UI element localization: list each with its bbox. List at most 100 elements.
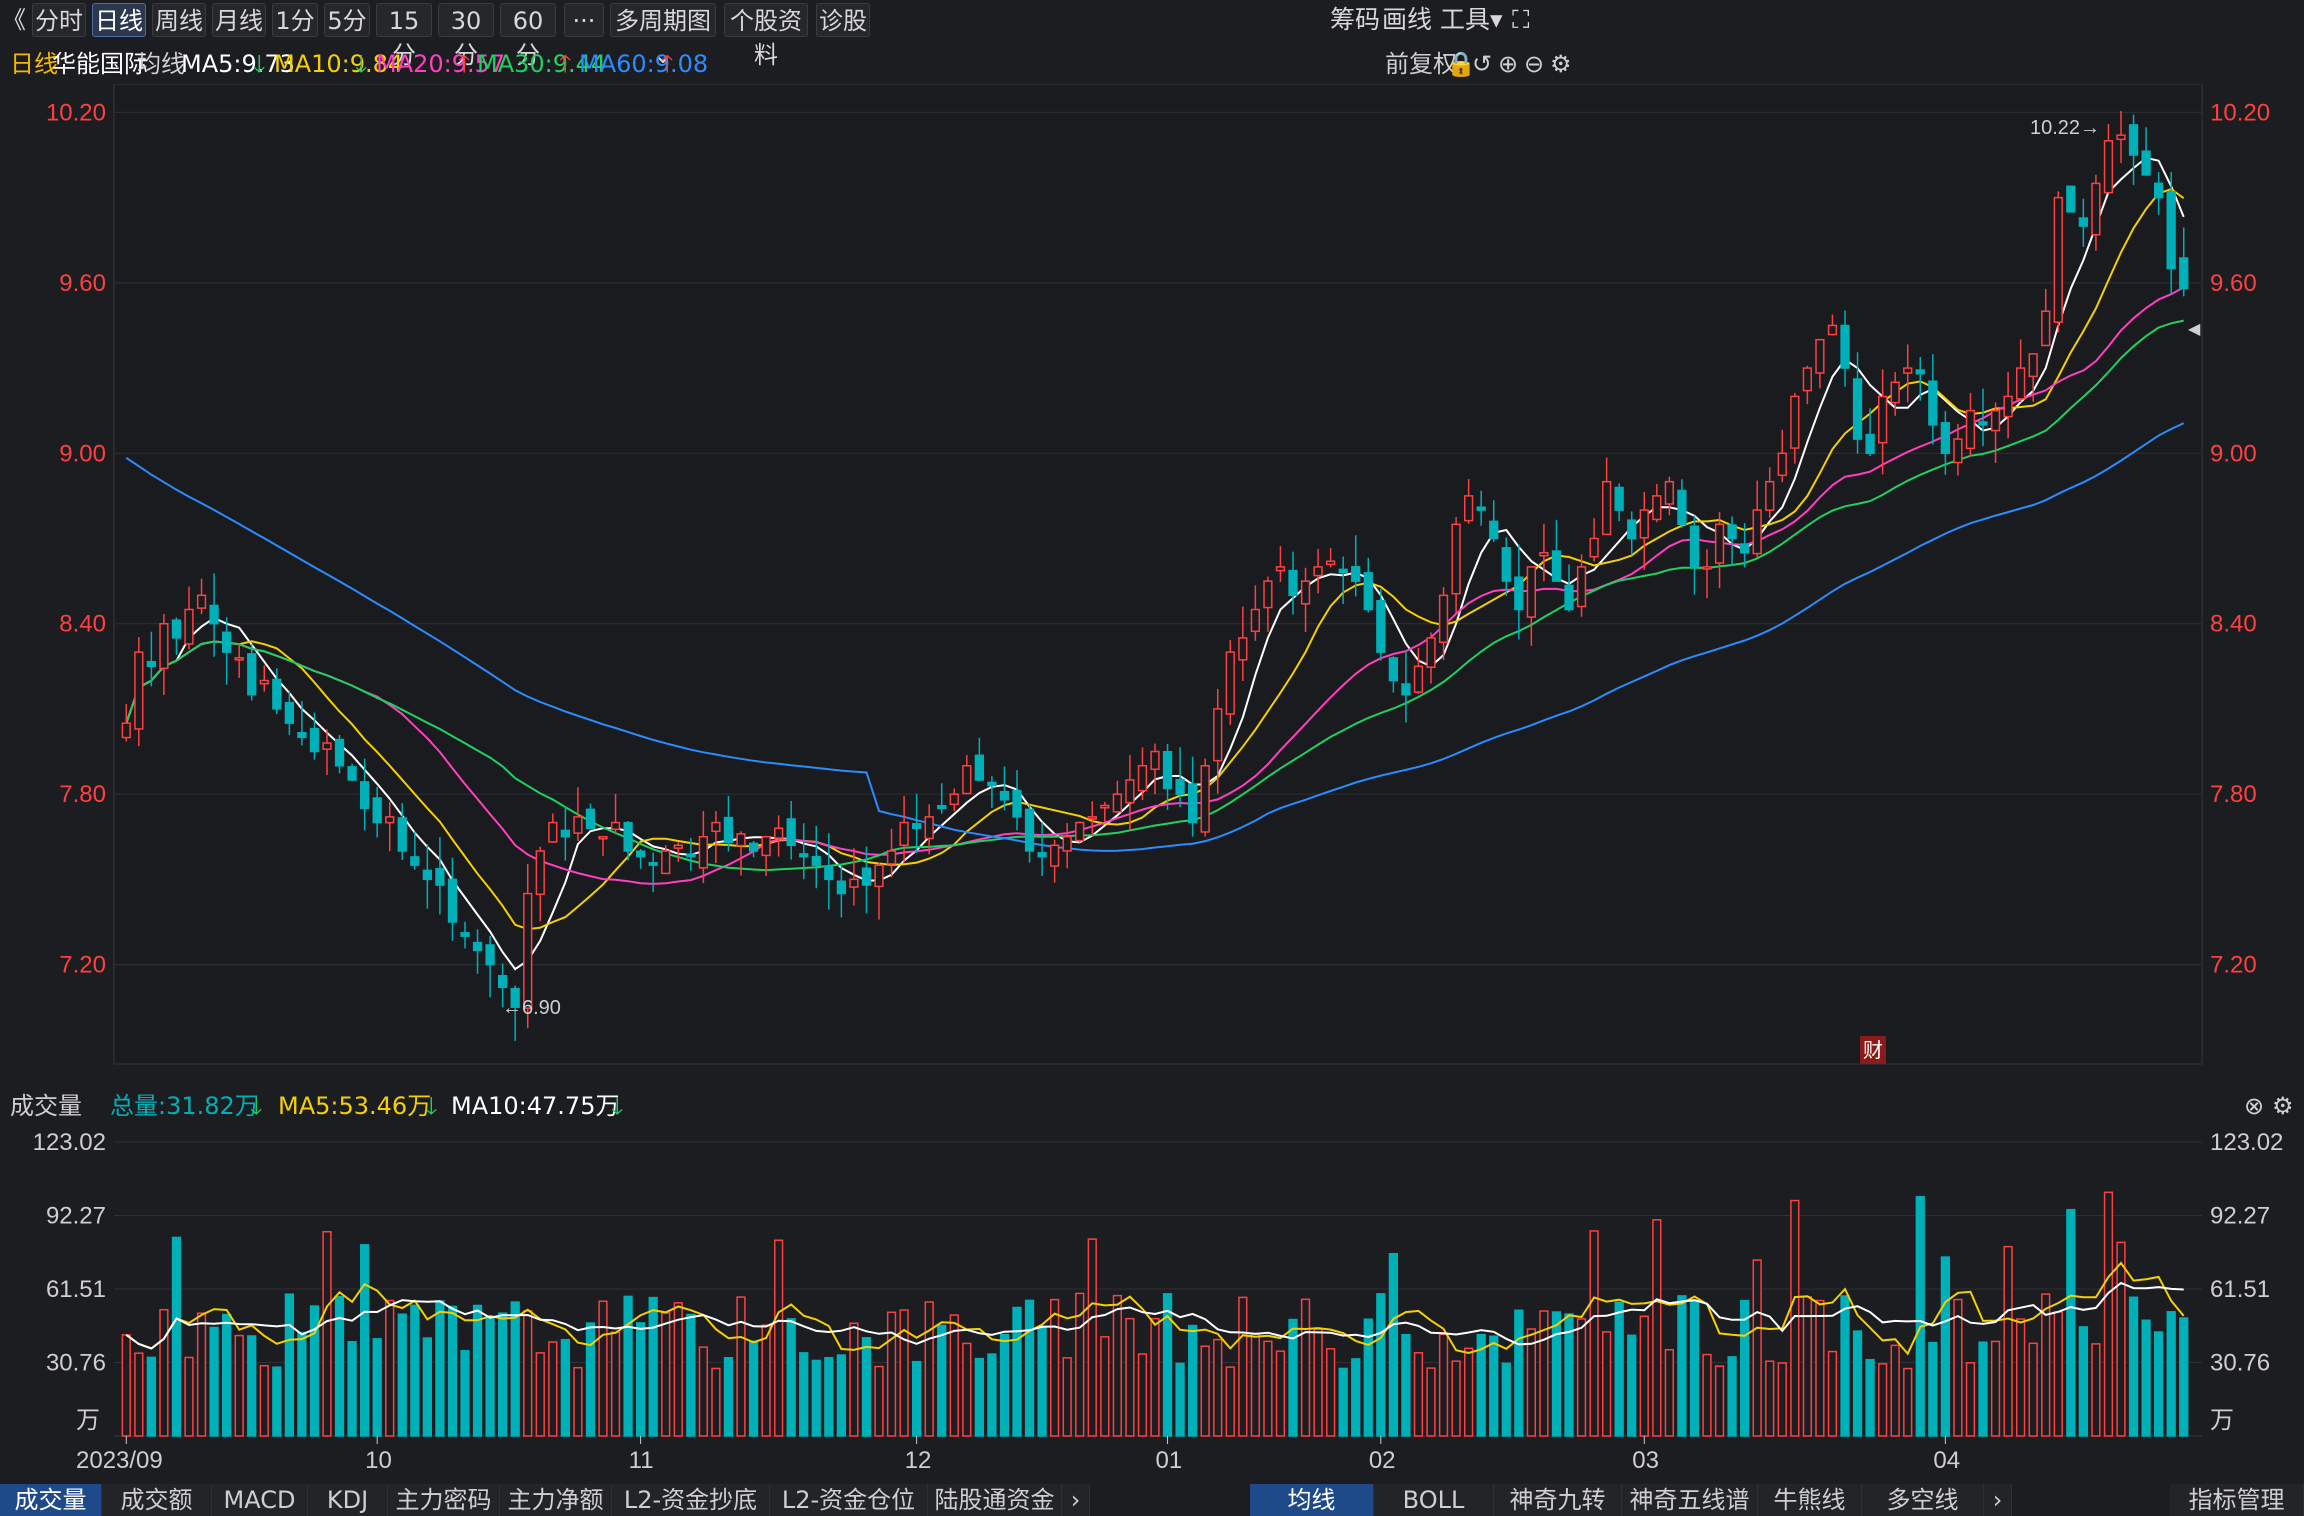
indicator-tab[interactable]: 成交额: [102, 1484, 212, 1516]
caret-down-icon: ▾: [1490, 5, 1503, 34]
volume-bar: [1351, 1358, 1361, 1437]
indicator-tab[interactable]: 主力密码: [388, 1484, 500, 1516]
volume-bar: [1049, 1298, 1060, 1437]
volume-title[interactable]: 成交量: [10, 1092, 82, 1120]
period-tab-60min[interactable]: 60分: [500, 3, 556, 69]
volume-bar: [924, 1301, 934, 1437]
multi-period-dropdown[interactable]: 多周期图 ⌄: [610, 3, 716, 69]
indicator-manage-button[interactable]: 指标管理: [2170, 1484, 2304, 1516]
indicator-tab[interactable]: 陆股通资金: [928, 1484, 1062, 1516]
gear-icon[interactable]: ⚙: [1550, 50, 1572, 78]
diagnose-button[interactable]: 诊股: [816, 3, 870, 37]
candle-body: [1639, 509, 1649, 539]
period-tab-daily[interactable]: 日线: [92, 3, 146, 37]
indicator-tab[interactable]: KDJ: [308, 1484, 388, 1516]
zoom-out-icon[interactable]: ⊖: [1524, 50, 1545, 78]
volume-bar: [1325, 1348, 1336, 1437]
period-tab-1min[interactable]: 1分: [272, 3, 318, 37]
period-tab-monthly[interactable]: 月线: [212, 3, 266, 37]
volume-tick-right: 92.27: [2210, 1202, 2270, 1229]
candle-body: [1426, 637, 1436, 668]
candle-body: [1049, 844, 1060, 867]
chevron-right-icon[interactable]: ›: [1062, 1484, 1090, 1516]
finance-badge[interactable]: [1860, 1036, 1886, 1064]
period-tab-30min[interactable]: 30分: [438, 3, 494, 69]
period-tab-minute[interactable]: 分时: [32, 3, 86, 37]
candle-body: [460, 932, 470, 937]
volume-bar: [911, 1360, 922, 1437]
chips-button[interactable]: 筹码: [1330, 5, 1381, 34]
volume-bar: [209, 1326, 219, 1437]
indicator-tab[interactable]: 成交量: [0, 1484, 102, 1516]
volume-bar: [472, 1304, 483, 1437]
candle-body: [673, 844, 683, 849]
overlay-tab[interactable]: 神奇九转: [1494, 1484, 1622, 1516]
candle-body: [635, 850, 646, 858]
indicator-tab[interactable]: L2-资金仓位: [770, 1484, 928, 1516]
volume-bar: [886, 1311, 897, 1437]
volume-bar: [1840, 1295, 1850, 1437]
indicator-tab[interactable]: 主力净额: [500, 1484, 612, 1516]
draw-line-button[interactable]: 画线: [1382, 5, 1433, 34]
close-icon[interactable]: ⊗: [2244, 1092, 2265, 1120]
candle-body: [1388, 657, 1399, 682]
undo-icon[interactable]: ↺: [1472, 50, 1493, 78]
volume-bar: [635, 1322, 646, 1437]
volume-bar: [2116, 1241, 2126, 1437]
fullscreen-icon[interactable]: ⛶: [1512, 5, 1530, 34]
volume-bar: [548, 1341, 558, 1437]
indicator-tab-bar: 成交量 成交额 MACD KDJ 主力密码 主力净额 L2-资金抄底 L2-资金仓位 陆股通资金…: [0, 1482, 2304, 1516]
lock-icon[interactable]: 🔒: [1446, 50, 1476, 78]
period-tab-15min[interactable]: 15分: [376, 3, 432, 69]
stock-info-button[interactable]: 个股资料: [724, 3, 808, 69]
overlay-tab[interactable]: BOLL: [1374, 1484, 1494, 1516]
candle-body: [1338, 568, 1348, 574]
volume-bar: [1300, 1298, 1311, 1437]
chevron-down-icon: ⌄: [652, 41, 674, 69]
price-chart[interactable]: 10.20 9.60 9.00 8.40 7.80 7.20 10.20 9.60 9.00 8…: [0, 84, 2304, 1084]
more-periods-button[interactable]: ···: [564, 3, 604, 37]
overlay-tab[interactable]: 牛熊线: [1758, 1484, 1862, 1516]
price-tick-right: 9.00: [2210, 440, 2257, 467]
candle-body: [1915, 369, 1925, 375]
candle-body: [1990, 409, 2001, 432]
volume-ma10: MA10:47.75万: [451, 1092, 620, 1120]
ma-label[interactable]: 均线: [137, 50, 185, 78]
overlay-tab[interactable]: 均线: [1250, 1484, 1374, 1516]
low-annotation: ←6.90: [502, 997, 561, 1019]
candle-body: [272, 678, 282, 710]
volume-bar: [824, 1356, 834, 1437]
volume-bar: [1150, 1317, 1160, 1437]
candle-body: [2053, 196, 2063, 323]
tools-dropdown[interactable]: 工具▾: [1440, 5, 1503, 34]
gear-icon[interactable]: ⚙: [2272, 1092, 2294, 1120]
candle-body: [1438, 594, 1449, 644]
volume-bar: [1376, 1293, 1386, 1437]
adjust-mode[interactable]: 前复权: [1385, 50, 1457, 78]
chevron-right-icon[interactable]: ›: [1984, 1484, 2012, 1516]
overlay-tab[interactable]: 多空线: [1862, 1484, 1984, 1516]
period-tab-weekly[interactable]: 周线: [152, 3, 206, 37]
volume-bar: [309, 1305, 320, 1437]
candle-body: [598, 836, 608, 840]
volume-bar: [899, 1309, 909, 1437]
candle-body: [2128, 124, 2139, 156]
overlay-tab[interactable]: 神奇五线谱: [1622, 1484, 1758, 1516]
price-tick-right: 7.20: [2210, 952, 2257, 979]
candle-body: [1940, 422, 1951, 455]
volume-ma10-line: [125, 1281, 2184, 1350]
indicator-tab[interactable]: MACD: [212, 1484, 308, 1516]
volume-bar: [1664, 1349, 1675, 1437]
volume-chart[interactable]: 123.02 92.27 61.51 30.76 万 123.02 92.27 61.51 3…: [0, 1126, 2304, 1482]
candle-body: [146, 660, 157, 668]
period-tab-5min[interactable]: 5分: [324, 3, 370, 37]
volume-bar: [949, 1314, 959, 1437]
indicator-tab[interactable]: L2-资金抄底: [612, 1484, 770, 1516]
date-label: 04: [1933, 1447, 1960, 1474]
candle-body: [410, 856, 420, 866]
volume-bar: [2015, 1318, 2026, 1437]
volume-bar: [1363, 1318, 1373, 1437]
zoom-in-icon[interactable]: ⊕: [1498, 50, 1519, 78]
double-chevron-left-icon[interactable]: 《: [2, 6, 26, 34]
volume-bar: [1175, 1362, 1185, 1437]
